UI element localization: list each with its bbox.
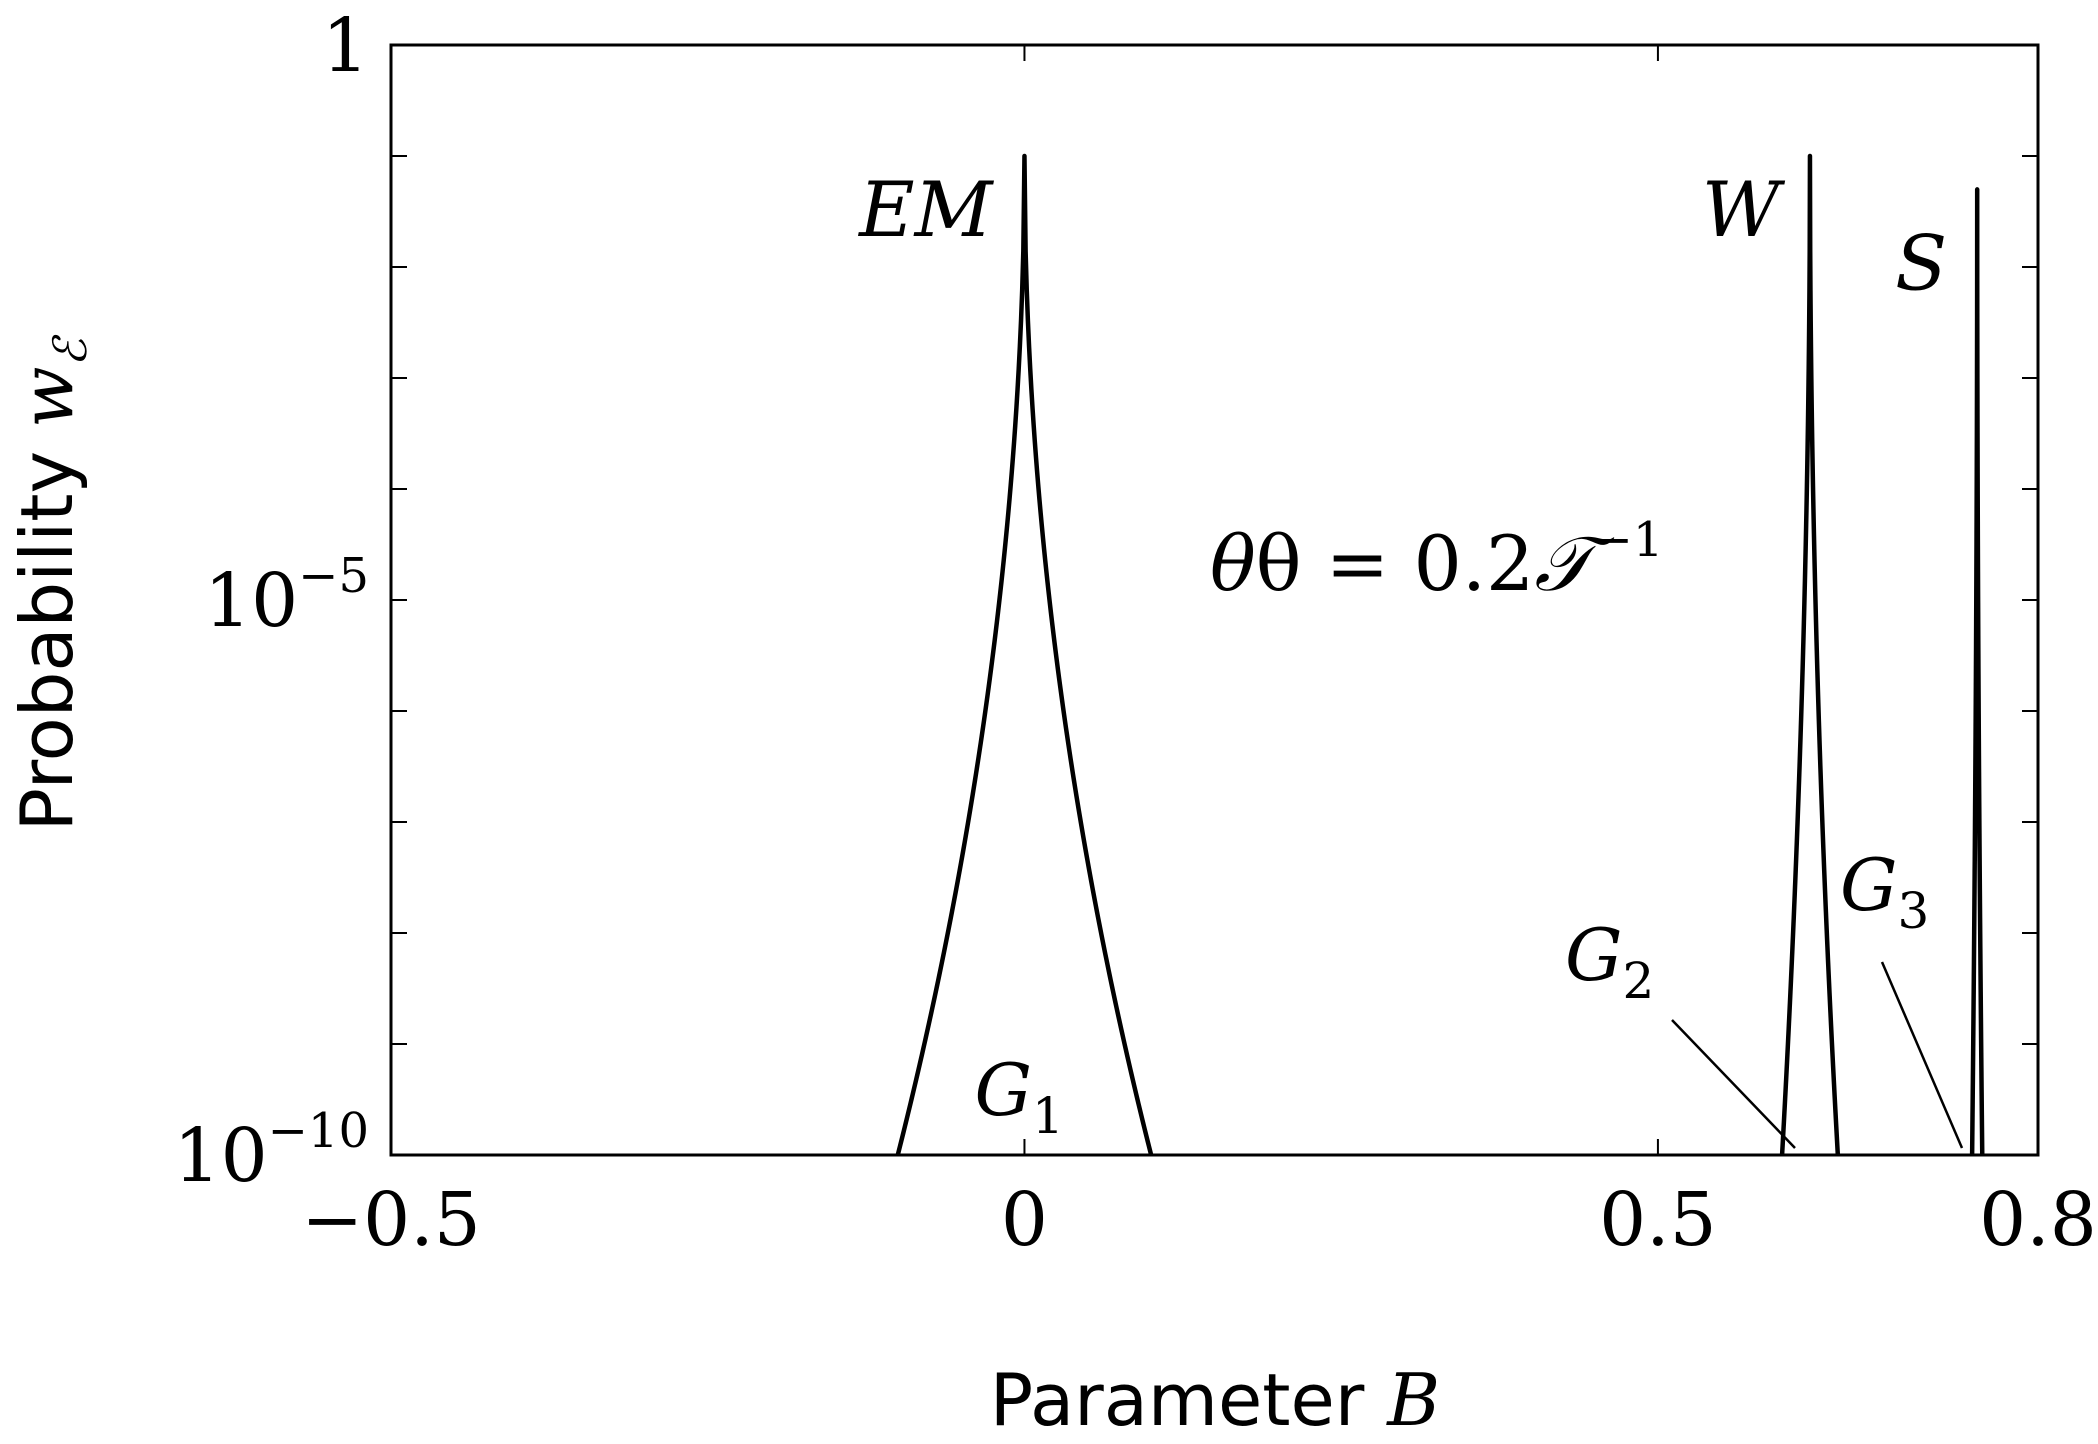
x-tick-label: −0.5 — [301, 1177, 481, 1263]
leader-lines — [1671, 961, 1964, 1149]
peak-label-s: S — [1895, 218, 1947, 307]
series-peak-s — [1969, 187, 1985, 1156]
peak-label-em: EM — [857, 165, 994, 254]
axis-ticks — [390, 44, 2039, 1156]
peak-labels: EM G1 W G2 S G3 — [857, 165, 1947, 1145]
series-peak-em — [895, 153, 1154, 1156]
theta-value: θ = 0.2 — [1256, 519, 1535, 608]
y-axis-label: Probability wℰ — [5, 334, 97, 831]
group-label-g3: G3 — [1840, 843, 1929, 940]
y-tick-label: 10−5 — [204, 548, 369, 644]
x-axis-label: Parameter B — [990, 1358, 1440, 1442]
x-tick-label: 0.5 — [1599, 1177, 1717, 1263]
leader-line-g3 — [1880, 961, 1964, 1149]
x-tick-label: 0 — [1001, 1177, 1048, 1263]
group-label-g2: G2 — [1565, 913, 1654, 1010]
theta-annotation: θθ = 0.2𝒯−1 — [1210, 512, 1663, 608]
leader-line-g2 — [1671, 1019, 1796, 1149]
y-tick-label: 10−10 — [174, 1103, 369, 1199]
group-label-g1: G1 — [974, 1048, 1063, 1145]
peak-label-w: W — [1702, 165, 1786, 254]
data-series — [895, 153, 1985, 1156]
series-peak-w — [1779, 153, 1841, 1156]
axis-tick-labels: −0.5 0 0.5 0.8 1 10−5 10−10 — [174, 3, 2097, 1263]
y-tick-label: 1 — [322, 3, 369, 89]
x-tick-label: 0.8 — [1979, 1177, 2097, 1263]
